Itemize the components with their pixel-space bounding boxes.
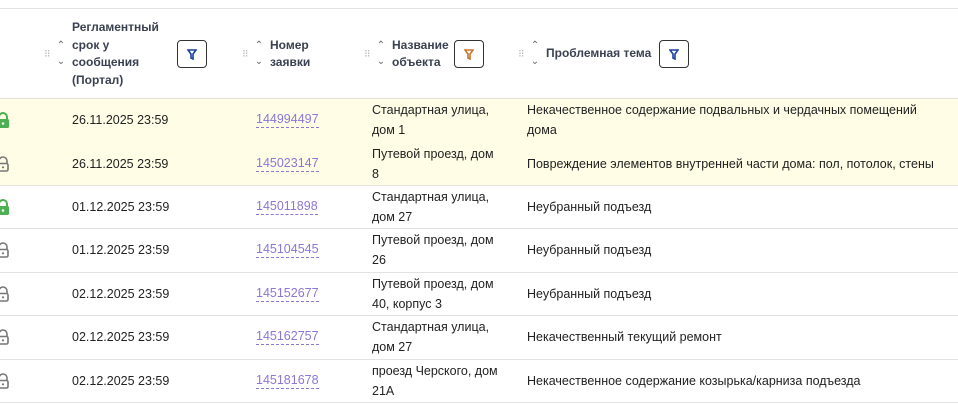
drag-handle-icon[interactable]: ⠿ bbox=[242, 48, 249, 59]
lock-icon bbox=[0, 186, 9, 229]
object-cell: Путевой проезд, дом 26 bbox=[372, 233, 494, 268]
object-cell: Путевой проезд, дом 8 bbox=[372, 146, 494, 181]
filter-icon bbox=[669, 48, 680, 60]
object-cell: Стандартная улица, дом 1 bbox=[372, 103, 490, 138]
filter-button[interactable] bbox=[659, 40, 690, 68]
deadline-cell: 26.11.2025 23:59 bbox=[72, 113, 169, 128]
drag-handle-icon[interactable]: ⠿ bbox=[518, 48, 525, 59]
topic-cell: Некачественное содержание козырька/карни… bbox=[527, 373, 861, 388]
lock-icon bbox=[0, 229, 9, 272]
request-number-link[interactable]: 145162757 bbox=[256, 329, 319, 346]
lock-icon bbox=[0, 142, 9, 185]
lock-icon bbox=[0, 273, 9, 316]
filter-button[interactable] bbox=[454, 40, 484, 68]
table-row[interactable]: 02.12.2025 23:59 145162757 Стандартная у… bbox=[0, 316, 958, 360]
sort-icon[interactable]: ⌃ ⌄ bbox=[56, 40, 66, 67]
column-title: Проблемная тема bbox=[546, 46, 652, 61]
object-cell: проезд Черского, дом 21А bbox=[372, 363, 498, 398]
request-number-link[interactable]: 144994497 bbox=[256, 112, 319, 129]
lock-icon bbox=[0, 316, 9, 359]
table-row[interactable]: 26.11.2025 23:59 145023147 Путевой проез… bbox=[0, 142, 958, 186]
drag-handle-icon[interactable]: ⠿ bbox=[364, 48, 371, 59]
column-topic: ⠿ ⌃ ⌄ Проблемная тема bbox=[518, 9, 690, 99]
table-row[interactable]: 01.12.2025 23:59 145011898 Стандартная у… bbox=[0, 186, 958, 230]
topic-cell: Неубранный подъезд bbox=[527, 200, 652, 215]
deadline-cell: 26.11.2025 23:59 bbox=[72, 156, 169, 171]
table-header: ⠿ ⌃ ⌄ Регламентный срок у сообщения (Порт… bbox=[0, 9, 958, 99]
object-cell: Стандартная улица, дом 27 bbox=[372, 190, 490, 225]
table-row[interactable]: 01.12.2025 23:59 145104545 Путевой проез… bbox=[0, 229, 958, 273]
lock-icon bbox=[0, 359, 9, 402]
request-number-link[interactable]: 145181678 bbox=[256, 372, 319, 389]
table-row[interactable]: 02.12.2025 23:59 145181678 проезд Черско… bbox=[0, 359, 958, 403]
deadline-cell: 01.12.2025 23:59 bbox=[72, 200, 170, 215]
column-deadline: ⠿ ⌃ ⌄ Регламентный срок у сообщения (Порт… bbox=[44, 9, 207, 99]
deadline-cell: 01.12.2025 23:59 bbox=[72, 243, 170, 258]
lock-icon bbox=[0, 99, 9, 142]
deadline-cell: 02.12.2025 23:59 bbox=[72, 286, 170, 301]
table-row[interactable]: 02.12.2025 23:59 145152677 Путевой проез… bbox=[0, 273, 958, 317]
column-object: ⠿ ⌃ ⌄ Название объекта bbox=[364, 9, 484, 99]
topic-cell: Некачественный текущий ремонт bbox=[527, 330, 722, 345]
sort-icon[interactable]: ⌃ ⌄ bbox=[376, 40, 386, 67]
topic-cell: Неубранный подъезд bbox=[527, 286, 652, 301]
column-title: Название объекта bbox=[392, 37, 449, 70]
filter-icon bbox=[187, 48, 197, 60]
drag-handle-icon[interactable]: ⠿ bbox=[44, 48, 51, 59]
object-cell: Стандартная улица, дом 27 bbox=[372, 320, 490, 355]
deadline-cell: 02.12.2025 23:59 bbox=[72, 330, 170, 345]
deadline-cell: 02.12.2025 23:59 bbox=[72, 373, 170, 388]
filter-icon bbox=[464, 48, 474, 60]
request-number-link[interactable]: 145152677 bbox=[256, 285, 319, 302]
column-title: Регламентный срок у сообщения (Портал) bbox=[72, 20, 159, 87]
topic-cell: Некачественное содержание подвальных и ч… bbox=[527, 103, 917, 138]
sort-icon[interactable]: ⌃ ⌄ bbox=[530, 40, 540, 67]
divider bbox=[0, 8, 958, 9]
object-cell: Путевой проезд, дом 40, корпус 3 bbox=[372, 276, 494, 311]
column-title: Номер заявки bbox=[270, 37, 311, 70]
filter-button[interactable] bbox=[177, 40, 207, 68]
request-number-link[interactable]: 145023147 bbox=[256, 155, 319, 172]
column-number: ⠿ ⌃ ⌄ Номер заявки bbox=[242, 9, 330, 99]
table-row[interactable]: 26.11.2025 23:59 144994497 Стандартная у… bbox=[0, 99, 958, 143]
request-number-link[interactable]: 145011898 bbox=[256, 199, 318, 216]
sort-icon[interactable]: ⌃ ⌄ bbox=[254, 40, 264, 67]
topic-cell: Неубранный подъезд bbox=[527, 243, 652, 258]
request-number-link[interactable]: 145104545 bbox=[256, 242, 319, 259]
topic-cell: Повреждение элементов внутренней части д… bbox=[527, 156, 934, 171]
